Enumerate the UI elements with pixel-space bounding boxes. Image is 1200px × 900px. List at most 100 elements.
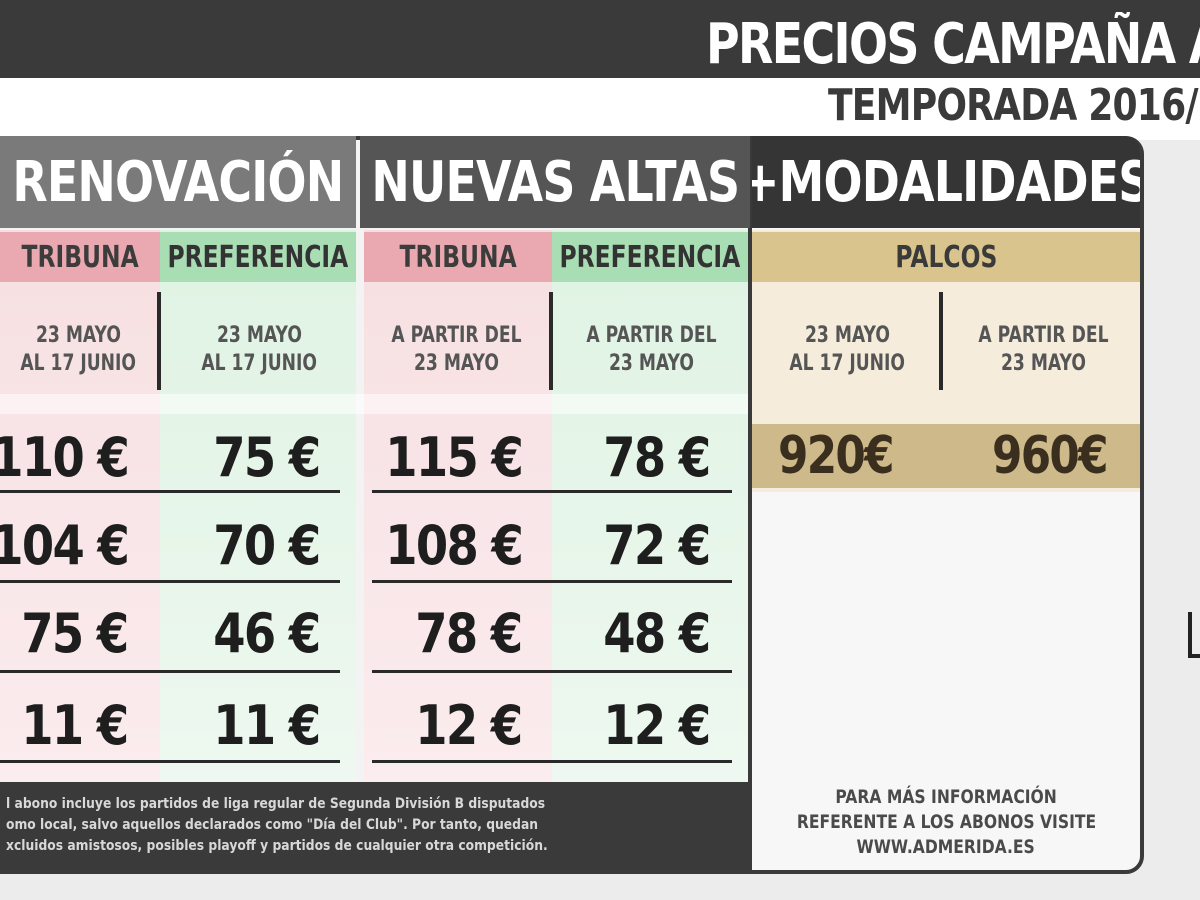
nuevas-altas-header-label: NUEVAS ALTAS — [371, 149, 740, 215]
date-line: 23 MAYO — [35, 323, 121, 348]
renovacion-preferencia-column — [160, 230, 356, 782]
edge-mark — [1188, 612, 1200, 658]
palcos-price-late-value: 960€ — [992, 426, 1109, 486]
renovacion-tribuna-column — [0, 230, 160, 782]
price-cell: 11 € — [196, 694, 322, 757]
price-cell: 12 € — [586, 694, 712, 757]
date-line: 23 MAYO — [216, 323, 302, 348]
date-divider — [157, 292, 161, 390]
price-value: 70 € — [213, 514, 322, 577]
price-band — [0, 394, 748, 414]
price-value: 11 € — [21, 694, 130, 757]
price-value: 104 € — [0, 514, 130, 577]
price-cell: 78 € — [586, 426, 712, 489]
row-rule — [372, 760, 732, 763]
date-line: AL 17 JUNIO — [20, 351, 136, 376]
renovacion-preferencia-label-text: PREFERENCIA — [167, 239, 349, 275]
price-cell: 110 € — [0, 426, 130, 489]
renovacion-preferencia-dates: 23 MAYO AL 17 JUNIO — [162, 318, 356, 382]
website-link[interactable]: WWW.ADMERIDA.ES — [856, 835, 1036, 858]
palcos-price-early-value: 920€ — [778, 426, 895, 486]
price-value: 48 € — [603, 602, 712, 665]
palcos-dates-late: A PARTIR DEL 23 MAYO — [946, 318, 1140, 382]
more-info: PARA MÁS INFORMACIÓN REFERENTE A LOS ABO… — [752, 780, 1140, 864]
info-line: PARA MÁS INFORMACIÓN — [835, 785, 1057, 808]
price-cell: 75 € — [196, 426, 322, 489]
palcos-price-late: 960€ — [992, 426, 1129, 486]
fine-print: l abono incluye los partidos de liga reg… — [6, 794, 766, 857]
fine-print-line: l abono incluye los partidos de liga reg… — [6, 796, 546, 812]
price-value: 12 € — [603, 694, 712, 757]
date-divider — [549, 292, 553, 390]
row-rule — [372, 670, 732, 673]
palcos-dates-early: 23 MAYO AL 17 JUNIO — [752, 318, 942, 382]
season-subtitle: TEMPORADA 2016/2 — [828, 80, 1200, 131]
price-cell: 78 € — [398, 602, 524, 665]
palcos-price-band — [752, 424, 1140, 488]
price-value: 110 € — [0, 426, 130, 489]
title-bar — [0, 0, 1200, 78]
nuevas-preferencia-column — [552, 230, 748, 782]
price-value: 78 € — [603, 426, 712, 489]
subtitle-band — [0, 78, 1200, 140]
row-rule — [0, 490, 340, 493]
modalidades-header-label: +MODALIDADES — [752, 149, 1140, 215]
modalidades-header: +MODALIDADES — [752, 136, 1140, 228]
date-line: A PARTIR DEL — [390, 323, 522, 348]
renovacion-header-label: RENOVACIÓN — [12, 149, 345, 215]
date-line: 23 MAYO — [608, 351, 694, 376]
row-rule — [372, 580, 732, 583]
fine-print-line: omo local, salvo aquellos declarados com… — [6, 817, 539, 833]
price-cell: 104 € — [0, 514, 130, 577]
price-value: 75 € — [21, 602, 130, 665]
renovacion-tribuna-label: TRIBUNA — [0, 232, 160, 282]
date-line: 23 MAYO — [1000, 351, 1086, 376]
nuevas-preferencia-dates: A PARTIR DEL 23 MAYO — [554, 318, 748, 382]
nuevas-tribuna-label: TRIBUNA — [364, 232, 552, 282]
price-cell: 108 € — [363, 514, 524, 577]
renovacion-tribuna-label-text: TRIBUNA — [21, 239, 139, 275]
price-value: 78 € — [415, 602, 524, 665]
price-value: 108 € — [385, 514, 524, 577]
price-value: 115 € — [385, 426, 524, 489]
date-line: AL 17 JUNIO — [201, 351, 317, 376]
price-cell: 115 € — [363, 426, 524, 489]
price-cell: 75 € — [4, 602, 130, 665]
nuevas-altas-header: NUEVAS ALTAS — [360, 136, 750, 228]
price-value: 12 € — [415, 694, 524, 757]
row-rule — [0, 760, 340, 763]
price-cell: 46 € — [196, 602, 322, 665]
nuevas-tribuna-column — [364, 230, 552, 782]
renovacion-tribuna-dates: 23 MAYO AL 17 JUNIO — [0, 318, 156, 382]
nuevas-preferencia-label-text: PREFERENCIA — [559, 239, 741, 275]
price-cell: 12 € — [398, 694, 524, 757]
date-line: 23 MAYO — [804, 323, 890, 348]
info-line: REFERENTE A LOS ABONOS VISITE — [796, 810, 1096, 833]
date-line: A PARTIR DEL — [585, 323, 717, 348]
palcos-price-early: 920€ — [778, 426, 915, 486]
price-value: 11 € — [213, 694, 322, 757]
row-rule — [372, 490, 732, 493]
date-line: 23 MAYO — [413, 351, 499, 376]
price-cell: 11 € — [4, 694, 130, 757]
renovacion-header: RENOVACIÓN — [0, 136, 356, 228]
row-rule — [0, 580, 340, 583]
price-cell: 48 € — [586, 602, 712, 665]
price-value: 46 € — [213, 602, 322, 665]
price-cell: 72 € — [586, 514, 712, 577]
price-value: 75 € — [213, 426, 322, 489]
renovacion-preferencia-label: PREFERENCIA — [160, 232, 356, 282]
fine-print-line: xcluidos amistosos, posibles playoff y p… — [6, 838, 548, 854]
date-line: AL 17 JUNIO — [789, 351, 905, 376]
nuevas-tribuna-label-text: TRIBUNA — [399, 239, 517, 275]
palcos-label: PALCOS — [752, 232, 1140, 282]
price-value: 72 € — [603, 514, 712, 577]
date-line: A PARTIR DEL — [977, 323, 1109, 348]
nuevas-preferencia-label: PREFERENCIA — [552, 232, 748, 282]
row-rule — [0, 670, 340, 673]
fine-print-band — [0, 782, 748, 870]
palcos-label-text: PALCOS — [895, 239, 997, 275]
date-divider — [939, 292, 943, 390]
nuevas-tribuna-dates: A PARTIR DEL 23 MAYO — [364, 318, 548, 382]
page-title: PRECIOS CAMPAÑA AB — [706, 12, 1200, 77]
